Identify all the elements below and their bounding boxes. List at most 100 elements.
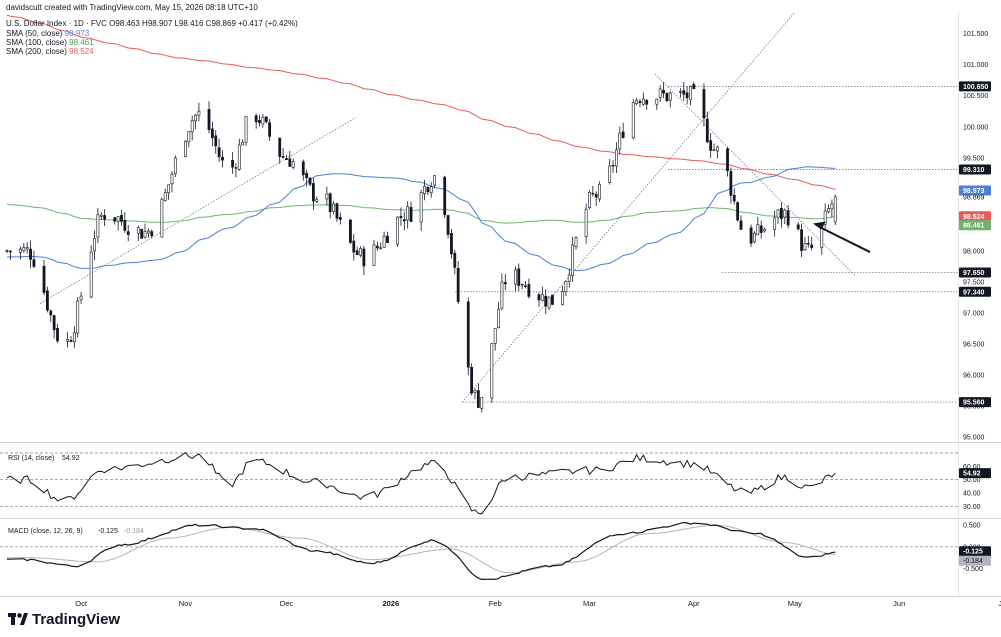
- y-tick-label: 101.500: [963, 31, 988, 38]
- candle-body: [830, 203, 834, 210]
- y-tick-label: 100.500: [963, 93, 988, 100]
- candle-body: [5, 250, 9, 252]
- candle-body: [594, 193, 598, 198]
- candle-body: [382, 235, 386, 248]
- candle-body: [237, 144, 241, 170]
- candle-body: [678, 91, 682, 93]
- candle-body: [190, 120, 194, 133]
- price-label-box: [959, 267, 991, 278]
- candle-body: [561, 291, 564, 305]
- candle-body: [328, 193, 332, 213]
- candle-body: [524, 285, 527, 287]
- macd-value-label: -0.125: [963, 549, 983, 556]
- candle-body: [399, 216, 403, 219]
- macd-value-box: [959, 546, 991, 557]
- candle-body: [635, 99, 639, 104]
- candle-body: [76, 300, 80, 334]
- candle-body: [645, 99, 649, 105]
- candle-body: [655, 98, 659, 105]
- candle-body: [120, 215, 123, 222]
- macd-title: MACD (close, 12, 26, 9): [8, 528, 83, 535]
- x-tick-label-apr: Apr: [688, 599, 700, 608]
- candle-body: [497, 308, 500, 329]
- candle-body: [285, 158, 288, 160]
- candle-body: [163, 192, 167, 201]
- candle-body: [352, 240, 356, 253]
- candle-body: [278, 137, 282, 157]
- uptrend-line-autumn: [39, 117, 357, 304]
- candle-body: [631, 102, 635, 139]
- candle-body: [517, 268, 521, 286]
- candle-body: [136, 227, 140, 234]
- candle-body: [450, 232, 453, 255]
- candle-body: [456, 268, 460, 302]
- candle-body: [739, 220, 743, 230]
- x-tick-label-jun: Jun: [893, 599, 905, 608]
- candle-body: [349, 219, 352, 243]
- candle-body: [658, 88, 662, 98]
- candle-body: [99, 214, 103, 217]
- candle-body: [520, 284, 524, 286]
- candle-body: [689, 85, 692, 100]
- candle-body: [244, 115, 248, 143]
- candle-body: [608, 165, 612, 183]
- price-label-text: 98.524: [963, 214, 985, 221]
- symbol-ohlc-line: U.S. Dollar Index · 1D · FVC O98.463 H98…: [6, 19, 298, 28]
- candle-body: [170, 173, 174, 185]
- annotation-arrow-head: [813, 221, 826, 230]
- candle-body: [490, 343, 494, 399]
- candle-body: [473, 390, 477, 393]
- sma50-legend-value: 98.973: [64, 29, 90, 38]
- candle-body: [668, 92, 672, 101]
- candle-body: [574, 237, 578, 247]
- y-tick-label: 101.000: [963, 62, 988, 69]
- candle-body: [254, 115, 258, 123]
- created-by-text: davidscutt created with TradingView.com,…: [6, 3, 258, 12]
- price-label-text: 98.869: [963, 194, 985, 201]
- candle-body: [261, 116, 265, 125]
- candle-body: [783, 209, 787, 218]
- candle-body: [167, 184, 171, 194]
- candle-body: [96, 214, 100, 238]
- y-tick-label: 95.000: [963, 434, 985, 441]
- candle-body: [662, 90, 665, 94]
- sma100-legend-value: 98.461: [69, 38, 94, 47]
- candle-body: [217, 147, 221, 158]
- candle-body: [210, 128, 214, 138]
- candle-body: [621, 131, 625, 138]
- x-tick-label-nov: Nov: [179, 599, 193, 608]
- candle-body: [753, 232, 756, 243]
- candle-body: [773, 217, 777, 230]
- macd-signal-box: [959, 555, 991, 566]
- y-tick-label: 96.500: [963, 341, 985, 348]
- candle-body: [537, 294, 541, 301]
- uptrend-line-2026: [461, 11, 796, 403]
- candle-body: [355, 250, 359, 255]
- candle-body: [423, 185, 426, 195]
- tradingview-logo[interactable]: TradingView: [8, 611, 120, 628]
- macd-title-value: -0.125: [98, 528, 118, 535]
- candle-body: [749, 227, 753, 244]
- candle-body: [712, 149, 716, 151]
- candle-body: [615, 149, 618, 167]
- sma100-line: [6, 203, 836, 224]
- candle-body: [197, 110, 201, 116]
- candle-body: [409, 207, 413, 222]
- candle-body: [527, 284, 531, 297]
- candle-body: [372, 244, 376, 266]
- candle-body: [493, 328, 497, 344]
- annotation-arrow-shaft: [819, 226, 871, 253]
- candle-body: [332, 203, 335, 212]
- candle-body: [46, 290, 49, 311]
- candle-body: [150, 231, 154, 237]
- candle-body: [776, 209, 780, 218]
- sma100-legend-label: SMA (100, close): [6, 38, 67, 47]
- candle-body: [214, 135, 218, 147]
- y-tick-label: 96.000: [963, 372, 985, 379]
- candle-body: [194, 114, 197, 122]
- candle-body: [426, 186, 430, 193]
- candle-body: [147, 230, 150, 234]
- candle-body: [443, 176, 447, 216]
- candle-body: [19, 248, 22, 253]
